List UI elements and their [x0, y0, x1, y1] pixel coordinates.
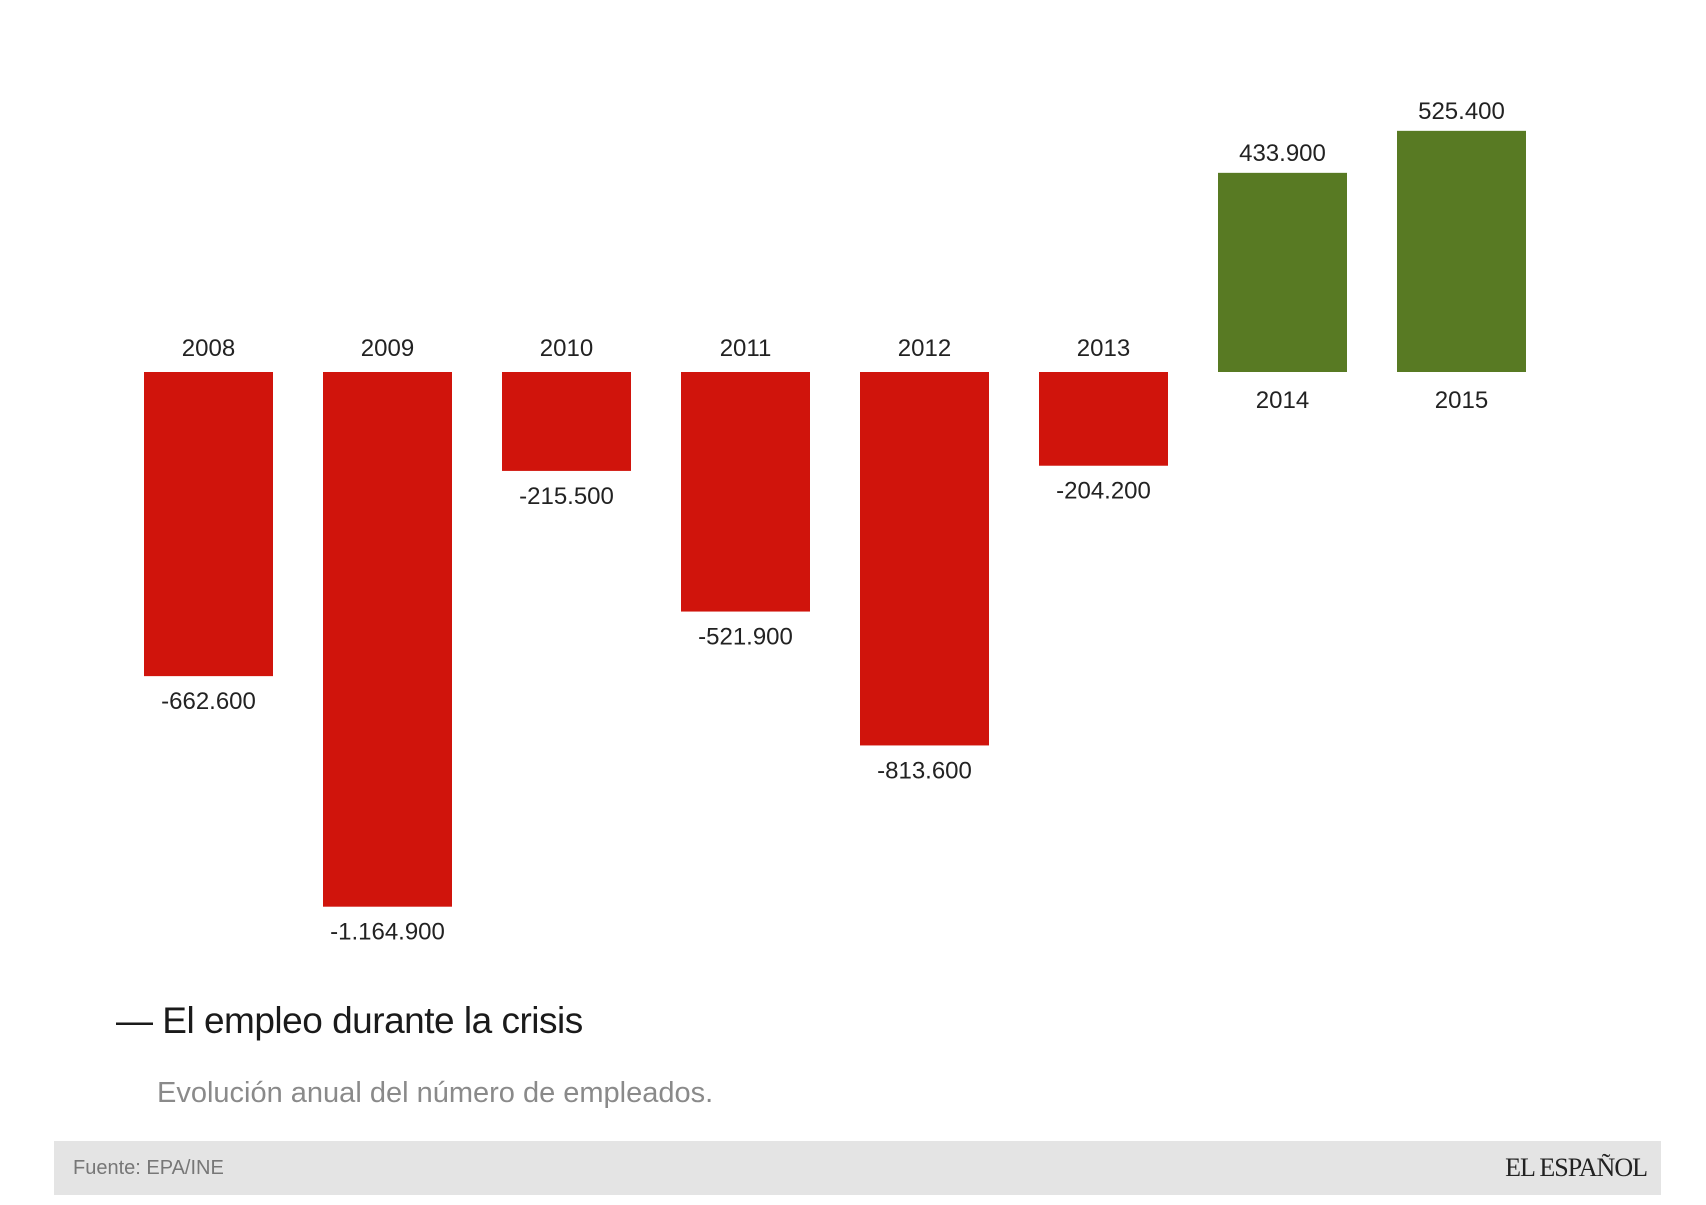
value-label: 433.900 [1239, 140, 1326, 167]
value-label: 525.400 [1418, 98, 1505, 125]
bar-2010 [502, 372, 631, 471]
year-label: 2015 [1435, 387, 1488, 414]
value-label: -215.500 [519, 483, 614, 510]
title-text: El empleo durante la crisis [162, 1000, 583, 1041]
source-note: Fuente: EPA/INE [73, 1157, 224, 1179]
title-dash: — [116, 1000, 153, 1041]
value-label: -813.600 [877, 757, 972, 784]
value-label: -1.164.900 [330, 919, 445, 946]
bar-2014 [1218, 172, 1347, 372]
year-label: 2010 [540, 335, 593, 362]
year-label: 2009 [361, 335, 414, 362]
year-label: 2012 [898, 335, 951, 362]
chart-subtitle: Evolución anual del número de empleados. [157, 1077, 714, 1109]
chart-title: — El empleo durante la crisis [116, 1000, 583, 1042]
el-espanol-logo: EL ESPAÑOL [1505, 1153, 1648, 1182]
year-label: 2014 [1256, 387, 1309, 414]
year-label: 2008 [182, 335, 235, 362]
bar-2011 [681, 372, 810, 612]
value-label: -204.200 [1056, 478, 1151, 505]
bar-2015 [1397, 130, 1526, 372]
bar-2009 [323, 372, 452, 907]
bar-2008 [144, 372, 273, 677]
year-label: 2011 [720, 335, 772, 362]
value-label: -521.900 [698, 624, 793, 651]
bar-2013 [1039, 372, 1168, 466]
bar-chart: 2008 -662.600 2009 -1.164.900 2010 -215.500 20… [144, 98, 1526, 946]
footer-bar: Fuente: EPA/INE EL ESPAÑOL [54, 1141, 1661, 1195]
bar-2012 [860, 372, 989, 746]
value-label: -662.600 [161, 688, 256, 715]
year-label: 2013 [1077, 335, 1130, 362]
